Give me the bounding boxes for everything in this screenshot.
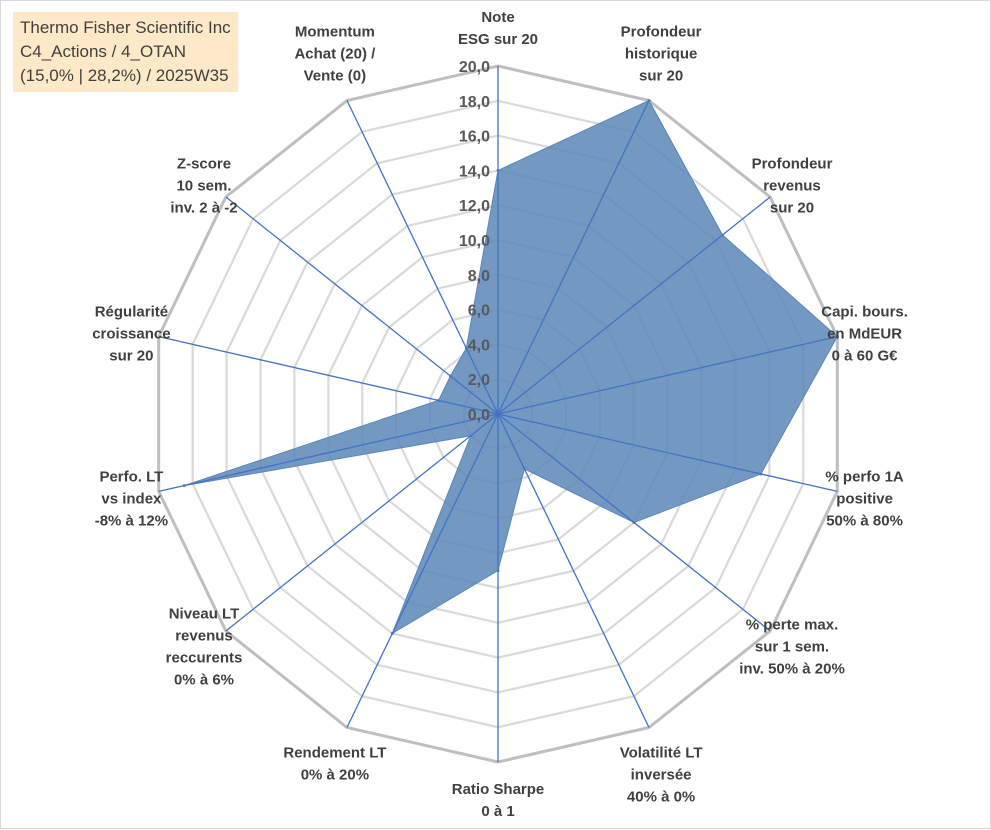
tick-label: 10,0 — [459, 233, 490, 250]
axis-line — [497, 413, 838, 493]
axis-line — [346, 100, 499, 415]
axis-label: Momentum Achat (20) / Vente (0) — [294, 24, 376, 85]
axis-label: Ratio Sharpe 0 à 1 — [452, 781, 545, 820]
axis-line — [497, 413, 650, 728]
axis-label: Volatilité LT inversée 40% à 0% — [620, 744, 703, 805]
axis-label: Régularité croissance sur 20 — [92, 304, 170, 365]
axis-label: Profondeur revenus sur 20 — [752, 155, 833, 216]
axis-line — [497, 196, 771, 415]
tick-label: 20,0 — [459, 59, 490, 76]
series-area — [184, 99, 838, 635]
tick-label: 12,0 — [459, 198, 490, 215]
axis-line — [497, 413, 771, 632]
chart-title-box: Thermo Fisher Scientific Inc C4_Actions … — [13, 12, 238, 92]
axis-label: Capi. bours. en MdEUR 0 à 60 G€ — [821, 304, 908, 365]
axis-line — [225, 196, 499, 415]
axis-label: Rendement LT 0% à 20% — [283, 744, 386, 783]
chart-title-line1: Thermo Fisher Scientific Inc — [20, 18, 231, 37]
tick-label: 2,0 — [468, 372, 490, 389]
tick-label: 8,0 — [468, 268, 490, 285]
axis-line — [497, 335, 838, 415]
axis-line — [346, 413, 499, 728]
chart-title-line2: C4_Actions / 4_OTAN — [20, 42, 186, 61]
tick-label: 14,0 — [459, 163, 490, 180]
axis-line — [225, 413, 499, 632]
axis-label: % perte max. sur 1 sem. inv. 50% à 20% — [739, 617, 845, 678]
tick-label: 18,0 — [459, 94, 490, 111]
chart-title-line3: (15,0% | 28,2%) / 2025W35 — [20, 66, 229, 85]
tick-label: 4,0 — [468, 337, 490, 354]
tick-label: 16,0 — [459, 129, 490, 146]
tick-label: 6,0 — [468, 303, 490, 320]
tick-label: 0,0 — [468, 407, 490, 424]
axis-label: Profondeur historique sur 20 — [621, 24, 702, 85]
axis-label: Perfo. LT vs index -8% à 12% — [95, 468, 168, 529]
axis-line — [497, 100, 650, 415]
axis-label: Note ESG sur 20 — [458, 9, 538, 48]
axis-label: Niveau LT revenus reccurents 0% à 6% — [166, 606, 243, 689]
axis-line — [158, 413, 499, 493]
axis-line — [158, 335, 499, 415]
axis-label: % perfo 1A positive 50% à 80% — [825, 468, 904, 529]
axis-label: Z-score 10 sem. inv. 2 à -2 — [170, 155, 237, 216]
